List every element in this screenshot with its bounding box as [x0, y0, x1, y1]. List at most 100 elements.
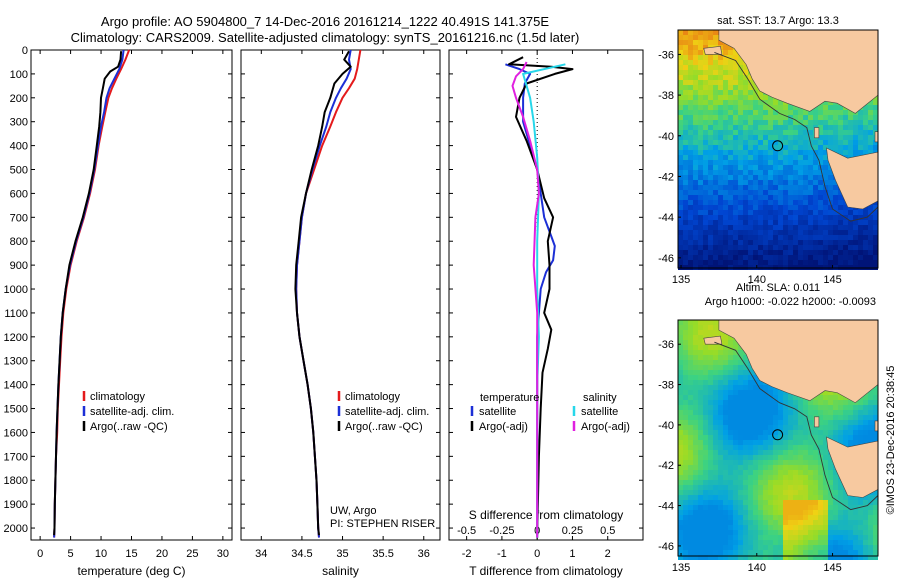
map-cell	[778, 230, 783, 235]
y-tick-label: 500	[10, 165, 28, 177]
map-cell	[808, 545, 813, 550]
map-cell	[808, 405, 813, 410]
map-cell	[848, 410, 853, 415]
map-cell	[718, 535, 723, 540]
map-cell	[818, 435, 823, 440]
map-cell	[778, 550, 783, 555]
map-cell	[808, 435, 813, 440]
map-cell	[828, 535, 833, 540]
map-cell	[778, 425, 783, 430]
map-cell	[713, 55, 718, 60]
map-cell	[833, 230, 838, 235]
map-cell	[843, 255, 848, 260]
map-cell	[708, 185, 713, 190]
map-cell	[843, 205, 848, 210]
map-cell	[823, 425, 828, 430]
map-cell	[743, 130, 748, 135]
map-cell	[818, 200, 823, 205]
map-cell	[718, 170, 723, 175]
map-cell	[818, 215, 823, 220]
map-cell	[758, 395, 763, 400]
map-cell	[723, 355, 728, 360]
map-cell	[738, 105, 743, 110]
map-cell	[718, 250, 723, 255]
map-cell	[743, 150, 748, 155]
map-cell	[798, 540, 803, 545]
map-cell	[738, 230, 743, 235]
map-cell	[788, 140, 793, 145]
map-cell	[713, 30, 718, 35]
map-cell	[808, 170, 813, 175]
map-cell	[718, 360, 723, 365]
map-cell	[678, 195, 683, 200]
map-cell	[808, 440, 813, 445]
map-cell	[788, 515, 793, 520]
map-cell	[748, 85, 753, 90]
map-cell	[798, 430, 803, 435]
map-cell	[703, 70, 708, 75]
map-cell	[753, 395, 758, 400]
map-cell	[723, 70, 728, 75]
map-cell	[743, 425, 748, 430]
map-cell	[843, 430, 848, 435]
map-cell	[763, 450, 768, 455]
map-cell	[823, 440, 828, 445]
x-tick-label: 25	[186, 548, 198, 560]
map-cell	[678, 340, 683, 345]
map-cell	[823, 110, 828, 115]
map-cell	[708, 240, 713, 245]
map-cell	[698, 165, 703, 170]
series-line-1	[508, 56, 574, 536]
map-cell	[733, 135, 738, 140]
map-cell	[763, 255, 768, 260]
map-cell	[858, 550, 863, 555]
map-cell	[723, 60, 728, 65]
map-y-tick-label: -42	[658, 171, 674, 183]
x-tick-label: 20	[156, 548, 168, 560]
map-cell	[753, 210, 758, 215]
map-cell	[753, 440, 758, 445]
map-cell	[823, 230, 828, 235]
map-cell	[783, 390, 788, 395]
map-cell	[848, 135, 853, 140]
map-cell	[843, 550, 848, 555]
map-cell	[683, 510, 688, 515]
map-cell	[783, 500, 788, 505]
map-cell	[733, 510, 738, 515]
map-cell	[813, 410, 818, 415]
map-cell	[753, 545, 758, 550]
map-cell	[798, 505, 803, 510]
map-cell	[748, 510, 753, 515]
map-cell	[758, 405, 763, 410]
map-cell	[693, 120, 698, 125]
map-cell	[823, 530, 828, 535]
map-cell	[868, 410, 873, 415]
map-cell	[713, 175, 718, 180]
map-cell	[798, 490, 803, 495]
map-cell	[788, 450, 793, 455]
map-cell	[808, 135, 813, 140]
map-cell	[683, 525, 688, 530]
map-cell	[853, 435, 858, 440]
map-cell	[683, 30, 688, 35]
map-cell	[828, 525, 833, 530]
map-cell	[748, 80, 753, 85]
map-cell	[693, 335, 698, 340]
map-cell	[703, 480, 708, 485]
map-cell	[713, 380, 718, 385]
map-cell	[693, 240, 698, 245]
map-cell	[873, 505, 878, 510]
map-cell	[758, 145, 763, 150]
map-cell	[708, 410, 713, 415]
map-cell	[693, 65, 698, 70]
map-cell	[713, 455, 718, 460]
map-cell	[823, 455, 828, 460]
map-cell	[733, 225, 738, 230]
map-cell	[698, 70, 703, 75]
map-cell	[763, 505, 768, 510]
map-cell	[773, 215, 778, 220]
map-cell	[753, 110, 758, 115]
map-cell	[838, 255, 843, 260]
map-cell	[788, 415, 793, 420]
map-cell	[738, 520, 743, 525]
